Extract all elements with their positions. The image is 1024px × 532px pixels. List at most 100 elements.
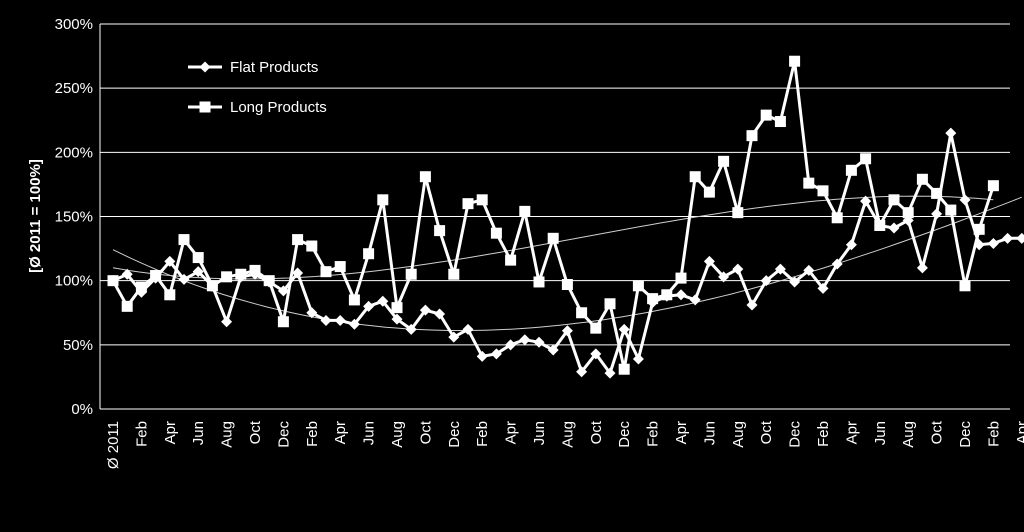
data-point — [561, 279, 573, 291]
data-point — [391, 313, 403, 325]
data-point — [703, 186, 715, 198]
legend-marker — [199, 61, 211, 73]
series-1 — [107, 127, 1024, 379]
data-point — [888, 194, 900, 206]
x-tick-label: Oct — [588, 420, 605, 444]
data-point — [718, 271, 730, 283]
data-point — [987, 237, 999, 249]
data-point — [462, 198, 474, 210]
data-point — [405, 268, 417, 280]
x-tick-label: Ø 2011 — [105, 421, 122, 469]
data-point — [860, 195, 872, 207]
data-point — [774, 116, 786, 128]
y-tick-labels: 0% 50% 100% 150% 200% 250% 300% — [55, 16, 93, 418]
data-point — [320, 266, 332, 278]
data-point — [703, 255, 715, 267]
data-point — [292, 267, 304, 279]
data-point — [121, 268, 133, 280]
data-point — [164, 255, 176, 267]
data-point — [306, 307, 318, 319]
data-point — [902, 207, 914, 219]
data-point — [689, 171, 701, 183]
y-tick-label: 250% — [55, 80, 93, 97]
data-point — [987, 180, 999, 192]
x-tick-label: Oct — [417, 420, 434, 444]
data-point — [931, 187, 943, 199]
data-point — [576, 366, 588, 378]
data-point — [206, 280, 218, 292]
data-point — [860, 153, 872, 165]
data-point — [604, 298, 616, 310]
data-point — [434, 308, 446, 320]
x-tick-label: Aug — [900, 421, 917, 448]
x-tick-label: Jun — [190, 421, 207, 445]
data-point — [519, 334, 531, 346]
data-point — [803, 177, 815, 189]
data-point — [505, 254, 517, 266]
data-point — [618, 363, 630, 375]
x-tick-label: Oct — [247, 420, 264, 444]
data-point — [945, 204, 957, 216]
x-tick-label: Aug — [559, 421, 576, 448]
data-point — [931, 208, 943, 220]
data-point — [760, 109, 772, 121]
x-tick-label: Apr — [503, 421, 520, 444]
x-tick-label: Dec — [957, 421, 974, 448]
data-point — [377, 194, 389, 206]
x-tick-label: Jun — [701, 421, 718, 445]
data-point — [263, 275, 275, 287]
data-point — [277, 285, 289, 297]
data-point — [774, 263, 786, 275]
gridlines — [99, 23, 1010, 410]
x-tick-label: Aug — [219, 421, 236, 448]
data-point — [476, 194, 488, 206]
data-point — [604, 367, 616, 379]
x-tick-label: Apr — [332, 421, 349, 444]
x-tick-label: Dec — [787, 421, 804, 448]
x-tick-label: Aug — [730, 421, 747, 448]
data-point — [916, 262, 928, 274]
x-tick-label: Dec — [446, 421, 463, 448]
x-tick-label: Apr — [673, 421, 690, 444]
data-point — [632, 353, 644, 365]
data-point — [547, 344, 559, 356]
data-point — [1016, 232, 1024, 244]
data-point — [107, 275, 119, 287]
data-point — [306, 240, 318, 252]
data-point — [434, 225, 446, 237]
x-tick-label: Oct — [929, 420, 946, 444]
data-point — [178, 273, 190, 285]
data-point — [405, 323, 417, 335]
data-point — [419, 304, 431, 316]
data-point — [760, 275, 772, 287]
data-point — [533, 276, 545, 288]
data-point — [647, 293, 659, 305]
data-point — [973, 223, 985, 235]
data-point — [732, 263, 744, 275]
data-point — [221, 271, 233, 283]
data-point — [618, 323, 630, 335]
data-point — [803, 264, 815, 276]
data-point — [661, 289, 673, 301]
x-tick-label: Dec — [275, 421, 292, 448]
data-point — [377, 295, 389, 307]
data-point — [547, 232, 559, 244]
x-tick-label: Dec — [616, 421, 633, 448]
data-point — [221, 316, 233, 328]
data-point — [363, 248, 375, 260]
data-point — [718, 155, 730, 167]
data-point — [462, 323, 474, 335]
data-point — [334, 314, 346, 326]
data-point — [490, 227, 502, 239]
data-point — [746, 299, 758, 311]
data-point — [235, 268, 247, 280]
x-tick-label: Feb — [815, 421, 832, 447]
y-tick-label: 200% — [55, 144, 93, 161]
series-line — [112, 131, 1022, 375]
x-tick-label: Feb — [474, 421, 491, 447]
data-point — [945, 127, 957, 139]
legend-marker — [199, 101, 211, 113]
legend-item: Flat Products — [188, 59, 318, 76]
data-point — [277, 316, 289, 328]
